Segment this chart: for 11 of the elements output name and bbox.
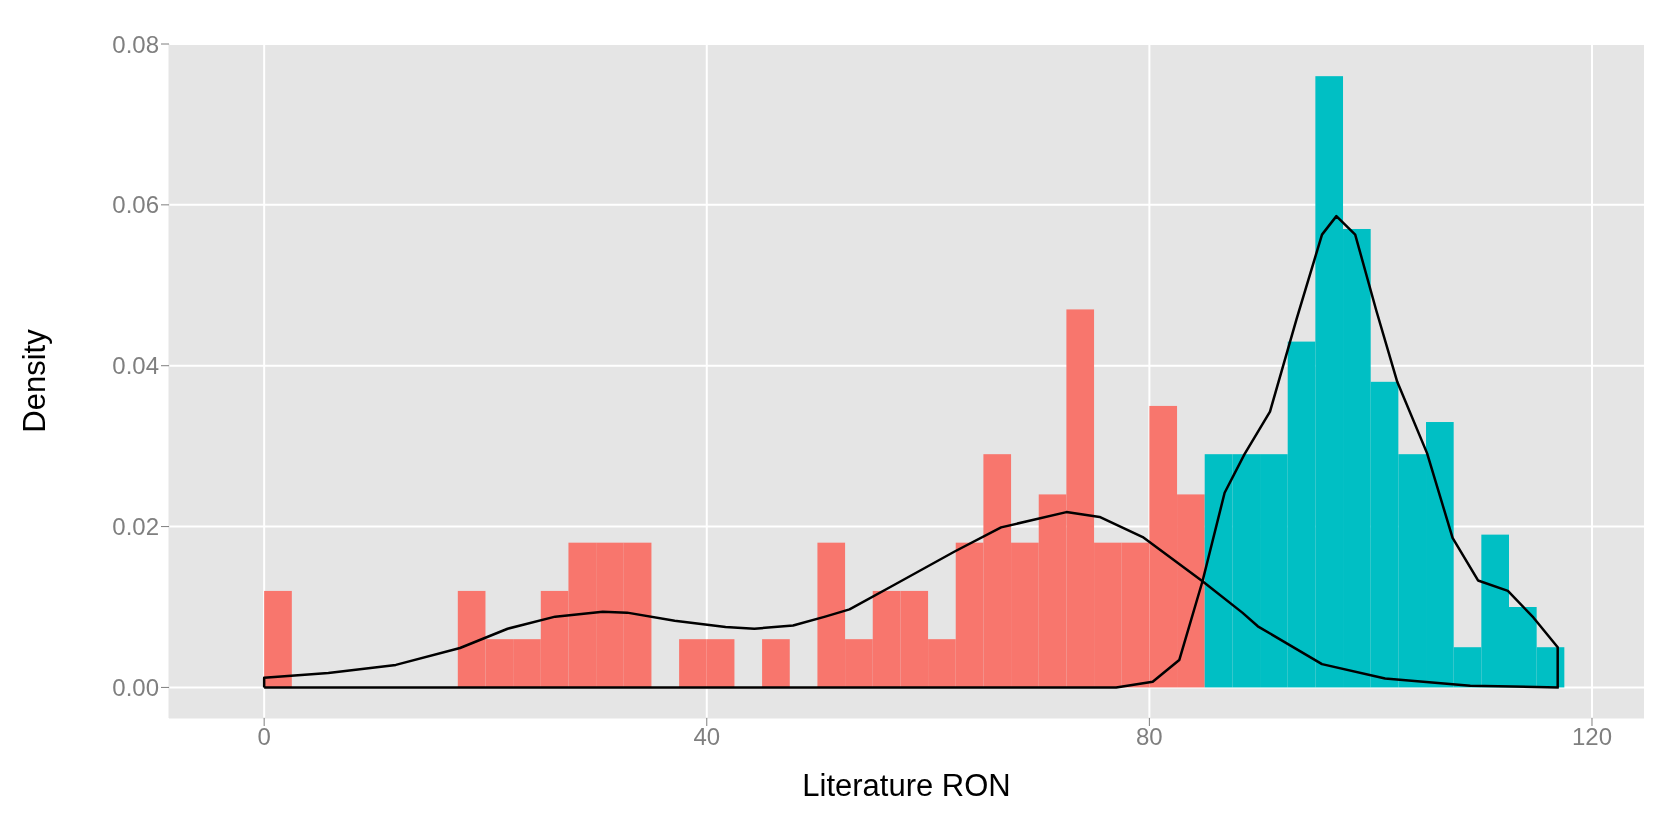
x-tick-label: 80 [1136, 723, 1163, 751]
x-tick-label: 120 [1571, 723, 1613, 751]
y-axis-title: Density [17, 328, 53, 433]
x-tick-label: 40 [693, 723, 721, 751]
y-tick-label: 0.02 [112, 513, 159, 541]
y-tick-label: 0.06 [112, 191, 159, 219]
y-tick-label: 0.04 [112, 352, 159, 380]
x-axis-title: Literature RON [802, 768, 1011, 803]
x-tick-label: 0 [257, 723, 271, 751]
y-tick-label: 0.08 [112, 30, 159, 58]
y-tick-label: 0.00 [112, 673, 159, 701]
